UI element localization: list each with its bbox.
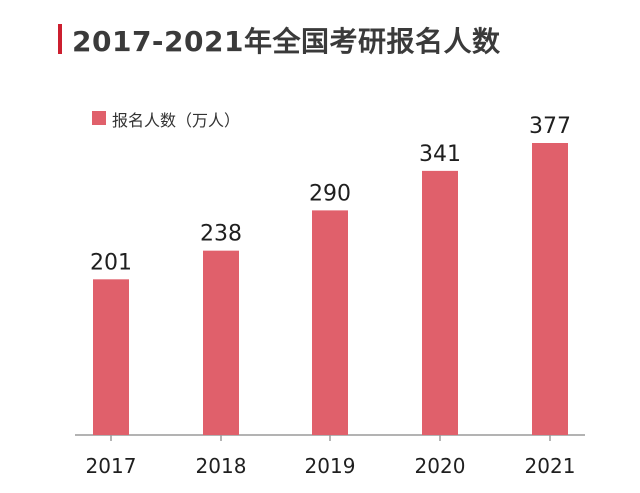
legend-swatch (92, 111, 106, 125)
x-tick-label-2019: 2019 (305, 454, 356, 478)
x-tick-label-2017: 2017 (86, 454, 137, 478)
bar-2017 (93, 279, 129, 435)
value-label-2018: 238 (200, 222, 242, 247)
x-tick-label-2020: 2020 (415, 454, 466, 478)
value-label-2020: 341 (419, 142, 461, 167)
title-accent-bar (58, 24, 62, 54)
value-label-2021: 377 (529, 114, 571, 139)
legend-label: 报名人数（万人） (112, 111, 241, 130)
x-tick-label-2021: 2021 (525, 454, 576, 478)
bar-2018 (203, 250, 239, 435)
value-label-2019: 290 (309, 181, 351, 206)
bar-2020 (422, 170, 458, 435)
chart-title: 2017-2021年全国考研报名人数 (72, 25, 501, 58)
bar-2021 (532, 143, 568, 435)
x-tick-label-2018: 2018 (196, 454, 247, 478)
value-label-2017: 201 (90, 250, 132, 275)
bar-2019 (312, 210, 348, 435)
